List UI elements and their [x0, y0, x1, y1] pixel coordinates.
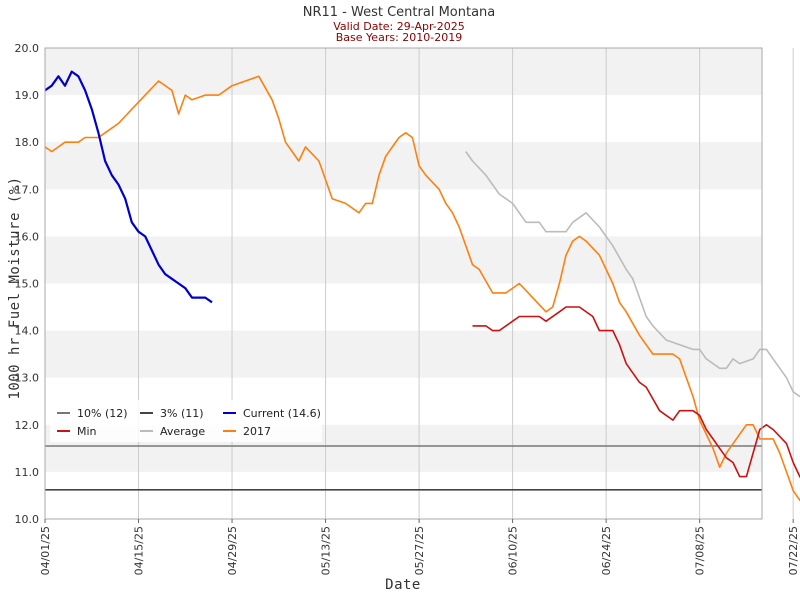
y-tick-label: 15.0	[15, 278, 40, 291]
y-tick-labels: 10.0 11.0 12.0 13.0 14.0 15.0 16.0 17.0 18.0 19.0…	[15, 42, 40, 526]
x-tick-label: 04/15/25	[133, 526, 146, 575]
axes	[44, 47, 763, 520]
legend-label: Current (14.6)	[243, 407, 321, 420]
y-tick-label: 13.0	[15, 372, 40, 385]
plot-background-bands	[45, 48, 762, 519]
series-line	[44, 75, 800, 502]
legend-label: 3% (11)	[160, 407, 204, 420]
x-tick-label: 04/29/25	[226, 526, 239, 575]
y-tick-label: 10.0	[15, 513, 40, 526]
y-tick-label: 20.0	[15, 42, 40, 55]
legend-box	[50, 400, 322, 442]
chart-subtitle-base-years: Base Years: 2010-2019	[336, 31, 462, 44]
chart-subtitle-valid-date: Valid Date: 29-Apr-2025	[333, 20, 465, 33]
y-tick-label: 11.0	[15, 466, 40, 479]
grid-band	[45, 236, 762, 284]
x-tick-label: 07/22/25	[787, 526, 800, 575]
percentile-lines	[45, 445, 762, 491]
series-lines	[44, 70, 800, 502]
legend-label: Average	[160, 425, 205, 438]
plot-frame	[44, 47, 763, 520]
y-tick-label: 14.0	[15, 325, 40, 338]
chart-title: NR11 - West Central Montana	[303, 5, 496, 20]
legend-label: Min	[77, 425, 97, 438]
y-tick-label: 18.0	[15, 136, 40, 149]
x-tick-label: 07/08/25	[694, 526, 707, 575]
y-tick-label: 12.0	[15, 419, 40, 432]
legend-label: 2017	[243, 425, 271, 438]
x-tick-label: 05/13/25	[320, 526, 333, 575]
x-tick-labels: 04/01/25 04/15/25 04/29/25 05/13/25 05/27/25…	[39, 519, 800, 575]
legend-label: 10% (12)	[77, 407, 128, 420]
legend: 10% (12) 3% (11) Current (14.6) Min Average 2…	[50, 400, 322, 442]
series-line	[472, 306, 800, 479]
grid-band	[45, 48, 762, 96]
y-axis-label: 1000 hr Fuel Moisture (%)	[7, 176, 23, 399]
x-tick-label: 06/24/25	[600, 526, 613, 575]
y-tick-label: 17.0	[15, 183, 40, 196]
y-tick-label: 16.0	[15, 230, 40, 243]
x-axis-label: Date	[385, 577, 421, 593]
x-tick-label: 05/27/25	[413, 526, 426, 575]
x-tick-label: 06/10/25	[507, 526, 520, 575]
grid-band	[45, 142, 762, 190]
x-tick-label: 04/01/25	[39, 526, 52, 575]
series-line	[465, 151, 800, 398]
series-line	[44, 70, 213, 304]
y-tick-label: 19.0	[15, 89, 40, 102]
